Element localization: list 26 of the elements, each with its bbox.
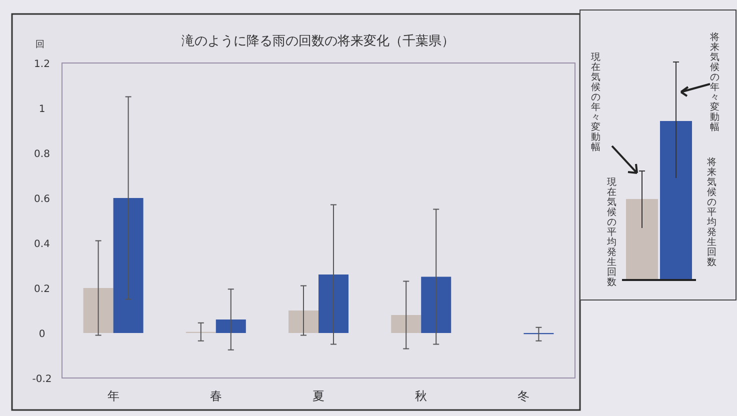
chart-title: 滝のように降る雨の回数の将来変化（千葉県） bbox=[182, 33, 454, 49]
y-tick-label: 1 bbox=[38, 104, 46, 115]
y-tick-label: 1.2 bbox=[34, 59, 50, 70]
x-tick-label: 年 bbox=[107, 389, 120, 403]
y-tick-label: 0.4 bbox=[34, 239, 50, 250]
bar bbox=[421, 276, 452, 333]
y-tick-label: 0.2 bbox=[34, 284, 50, 295]
x-tick-label: 冬 bbox=[518, 389, 530, 403]
x-tick-label: 春 bbox=[210, 389, 222, 403]
text: 将来気候の年々変動幅 bbox=[710, 32, 720, 133]
x-tick-label: 秋 bbox=[415, 389, 428, 403]
y-tick-label: 0.6 bbox=[34, 194, 50, 205]
bar bbox=[391, 315, 422, 333]
text: 現在気候の年々変動幅 bbox=[591, 52, 601, 153]
bar bbox=[216, 320, 246, 333]
text: 現在気候の平均発生回数 bbox=[607, 177, 617, 288]
x-tick-label: 夏 bbox=[312, 389, 324, 403]
bar bbox=[288, 310, 318, 333]
y-axis-title: 回 bbox=[36, 40, 44, 50]
y-tick-label: 0.8 bbox=[34, 149, 50, 160]
y-tick-label: 0 bbox=[38, 329, 46, 340]
bar bbox=[83, 288, 114, 333]
bar bbox=[113, 198, 144, 333]
text: 将来気候の平均発生回数 bbox=[707, 157, 717, 268]
y-tick-label: -0.2 bbox=[32, 374, 52, 385]
bar bbox=[318, 274, 348, 333]
